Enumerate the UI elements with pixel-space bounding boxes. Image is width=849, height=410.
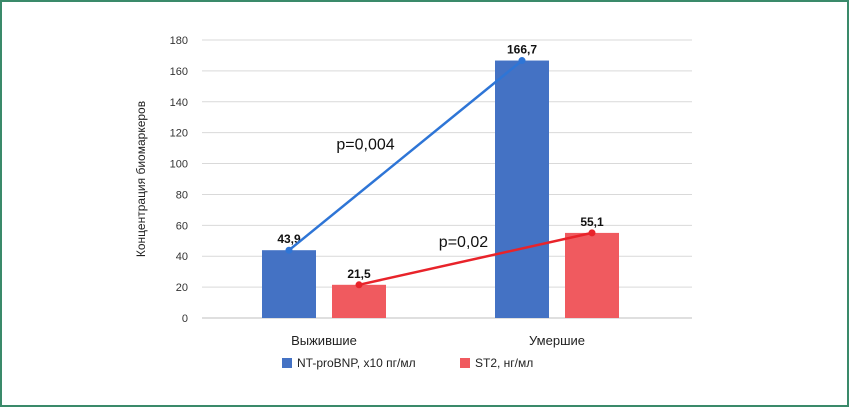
x-tick-label: Выжившие <box>291 333 357 348</box>
y-tick-label: 20 <box>176 282 188 294</box>
y-tick-label: 140 <box>170 97 188 109</box>
trend-line <box>288 59 523 252</box>
y-axis-label: Концентрация биомаркеров <box>134 101 148 257</box>
x-tick-label: Умершие <box>529 333 585 348</box>
legend-label: ST2, нг/мл <box>475 356 533 370</box>
y-tick-label: 120 <box>170 128 188 140</box>
trend-marker <box>355 281 363 289</box>
bar <box>495 60 549 319</box>
y-tick-label: 40 <box>176 251 188 263</box>
legend-swatch <box>282 358 292 368</box>
data-label: 21,5 <box>347 267 371 281</box>
data-label: 43,9 <box>277 232 301 246</box>
trend-line <box>358 231 593 287</box>
trend-marker <box>588 229 596 237</box>
chart: 0 20 40 60 80 100 120 140 160 180 Концентрация био… <box>134 35 692 370</box>
legend-label: NT-proBNP, х10 пг/мл <box>297 356 416 370</box>
bar <box>332 284 386 318</box>
bar <box>565 232 619 318</box>
y-tick-label: 160 <box>170 66 188 78</box>
y-tick-label: 100 <box>170 159 188 171</box>
legend-swatch <box>460 358 470 368</box>
y-tick-label: 80 <box>176 189 188 201</box>
trend-marker <box>285 246 293 254</box>
y-tick-label: 0 <box>182 313 188 325</box>
trend-marker <box>518 57 526 65</box>
y-tick-label: 60 <box>176 220 188 232</box>
data-label: 55,1 <box>580 215 604 229</box>
data-label: 166,7 <box>507 43 537 57</box>
y-tick-label: 180 <box>170 35 188 47</box>
annotation: p=0,004 <box>336 136 394 153</box>
annotation: p=0,02 <box>439 234 488 251</box>
bar <box>262 250 316 318</box>
